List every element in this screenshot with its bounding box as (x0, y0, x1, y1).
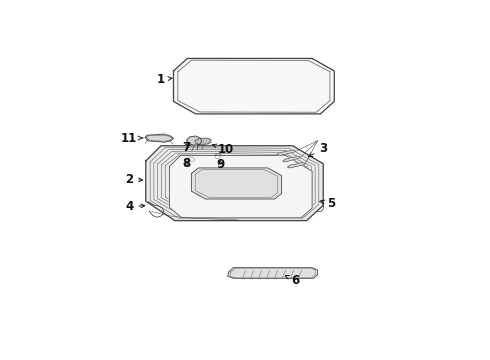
Polygon shape (288, 162, 305, 168)
Polygon shape (277, 150, 295, 156)
Polygon shape (173, 58, 334, 114)
Text: 10: 10 (212, 143, 234, 156)
Text: 1: 1 (157, 73, 172, 86)
Polygon shape (195, 138, 211, 144)
Polygon shape (145, 134, 173, 142)
Text: 4: 4 (125, 200, 145, 213)
Text: 9: 9 (217, 158, 225, 171)
Polygon shape (187, 136, 202, 145)
Text: 3: 3 (309, 142, 327, 157)
Text: 2: 2 (125, 172, 143, 185)
Ellipse shape (214, 154, 222, 160)
Text: 11: 11 (121, 131, 143, 144)
Polygon shape (146, 146, 323, 221)
Polygon shape (227, 268, 318, 278)
Polygon shape (283, 156, 300, 162)
Polygon shape (170, 156, 312, 218)
Text: 7: 7 (182, 141, 190, 154)
Text: 5: 5 (321, 198, 336, 211)
Ellipse shape (185, 156, 196, 162)
Text: 6: 6 (285, 274, 299, 287)
Text: 8: 8 (182, 157, 190, 170)
Polygon shape (192, 168, 282, 199)
